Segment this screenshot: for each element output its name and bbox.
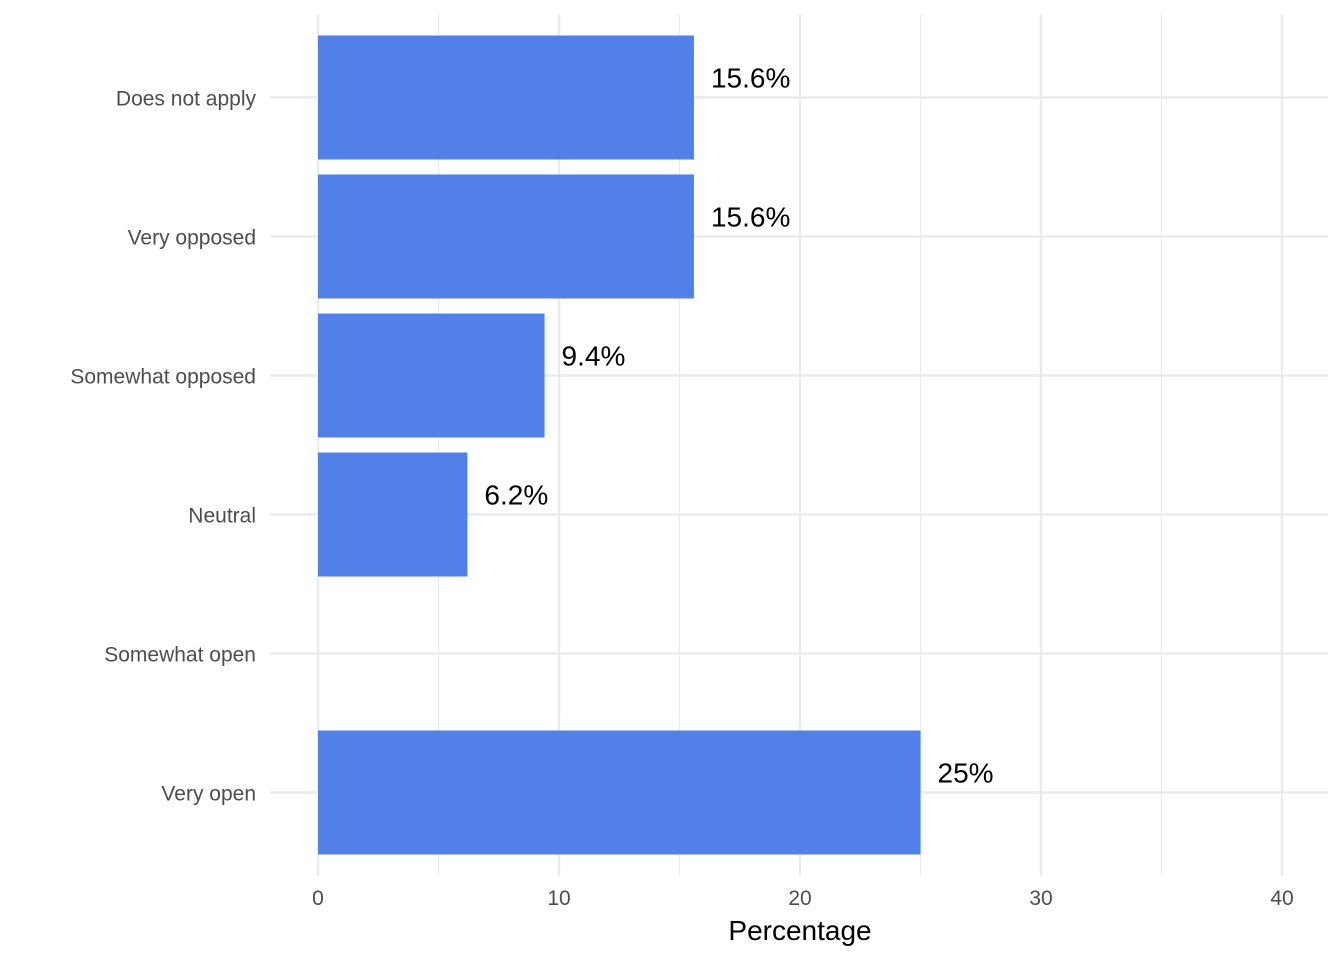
- data-label: 15.6%: [711, 63, 790, 94]
- data-label: 25%: [938, 758, 994, 789]
- data-label: 6.2%: [484, 480, 548, 511]
- x-tick-label: 0: [312, 887, 324, 910]
- bars: [318, 35, 921, 855]
- category-labels: Does not apply Very opposed Somewhat oppos…: [70, 88, 256, 806]
- x-tick-label: 20: [788, 887, 811, 910]
- category-label: Does not apply: [116, 88, 257, 111]
- bar: [318, 730, 921, 855]
- bar: [318, 313, 545, 438]
- category-label: Somewhat open: [104, 644, 256, 667]
- data-labels: 15.6% 15.6% 9.4% 6.2% 25%: [484, 63, 993, 789]
- bar: [318, 452, 468, 577]
- x-tick-labels: 0 10 20 30 40: [312, 887, 1294, 910]
- category-label: Very opposed: [128, 227, 256, 250]
- category-label: Neutral: [188, 505, 256, 528]
- x-tick-label: 10: [547, 887, 570, 910]
- x-axis-title: Percentage: [728, 915, 871, 946]
- x-tick-label: 30: [1029, 887, 1052, 910]
- data-label: 15.6%: [711, 202, 790, 233]
- x-tick-label: 40: [1270, 887, 1293, 910]
- bar: [318, 35, 694, 160]
- category-label: Very open: [161, 783, 256, 806]
- bar: [318, 174, 694, 299]
- data-label: 9.4%: [562, 341, 626, 372]
- category-label: Somewhat opposed: [70, 366, 256, 389]
